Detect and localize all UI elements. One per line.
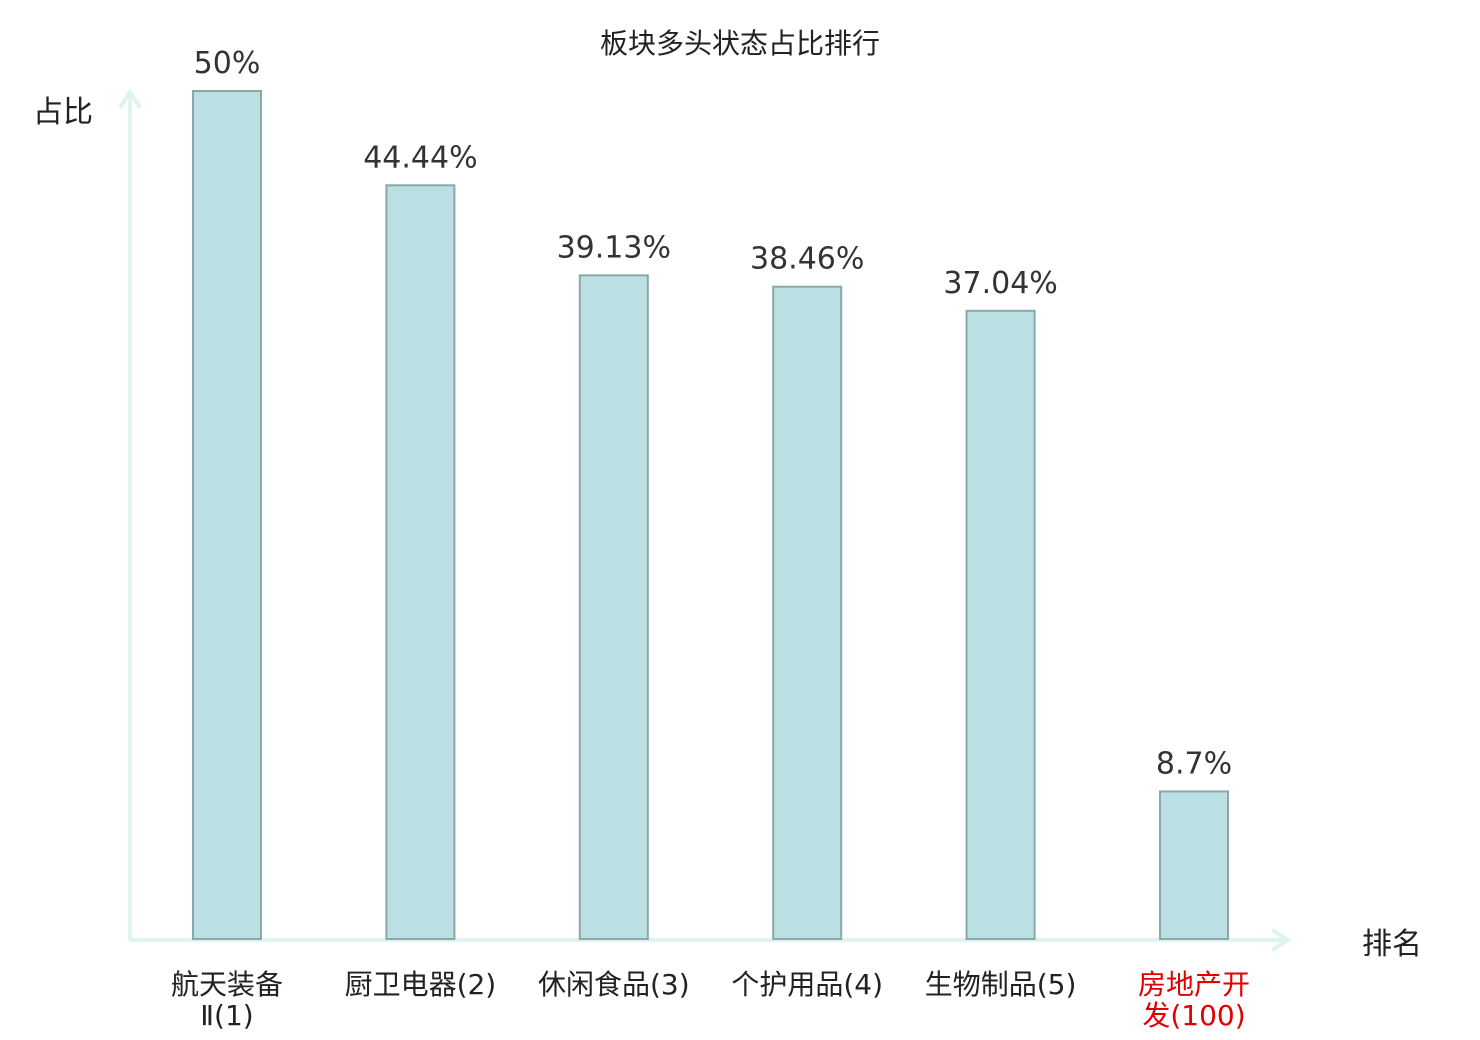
x-tick-label: Ⅱ(1) [200,999,253,1032]
bar-value-label: 39.13% [557,230,671,265]
bar [965,309,1036,941]
x-tick-label: 休闲食品(3) [538,968,690,1001]
x-tick-label: 个护用品(4) [731,968,883,1001]
bar-value-label: 8.7% [1156,746,1232,781]
bar-value-label: 50% [194,46,261,81]
x-tick-label: 房地产开 [1138,968,1250,1001]
x-tick-label: 厨卫电器(2) [345,968,497,1001]
bars-group [192,90,1229,941]
bar [385,184,456,940]
bar-value-label: 44.44% [363,140,477,175]
y-axis-label: 占比 [33,95,93,130]
bar-value-label: 37.04% [943,266,1057,301]
x-tick-label: 航天装备 [171,968,283,1001]
x-axis-label: 排名 [1362,927,1422,962]
bar [192,90,262,940]
x-axis-arrow [1270,928,1292,952]
bar-value-label: 38.46% [750,242,864,277]
x-tick-label: 生物制品(5) [925,968,1077,1001]
x-tick-label: 发(100) [1142,999,1245,1032]
bar [1159,790,1229,940]
bar [578,274,649,940]
chart-title: 板块多头状态占比排行 [600,27,880,60]
axes [118,88,1292,952]
bar [772,285,843,941]
value-labels-group: 50% 44.44% 39.13% 38.46% 37.04% 8.7% [194,46,1232,781]
y-axis-arrow [118,88,142,110]
